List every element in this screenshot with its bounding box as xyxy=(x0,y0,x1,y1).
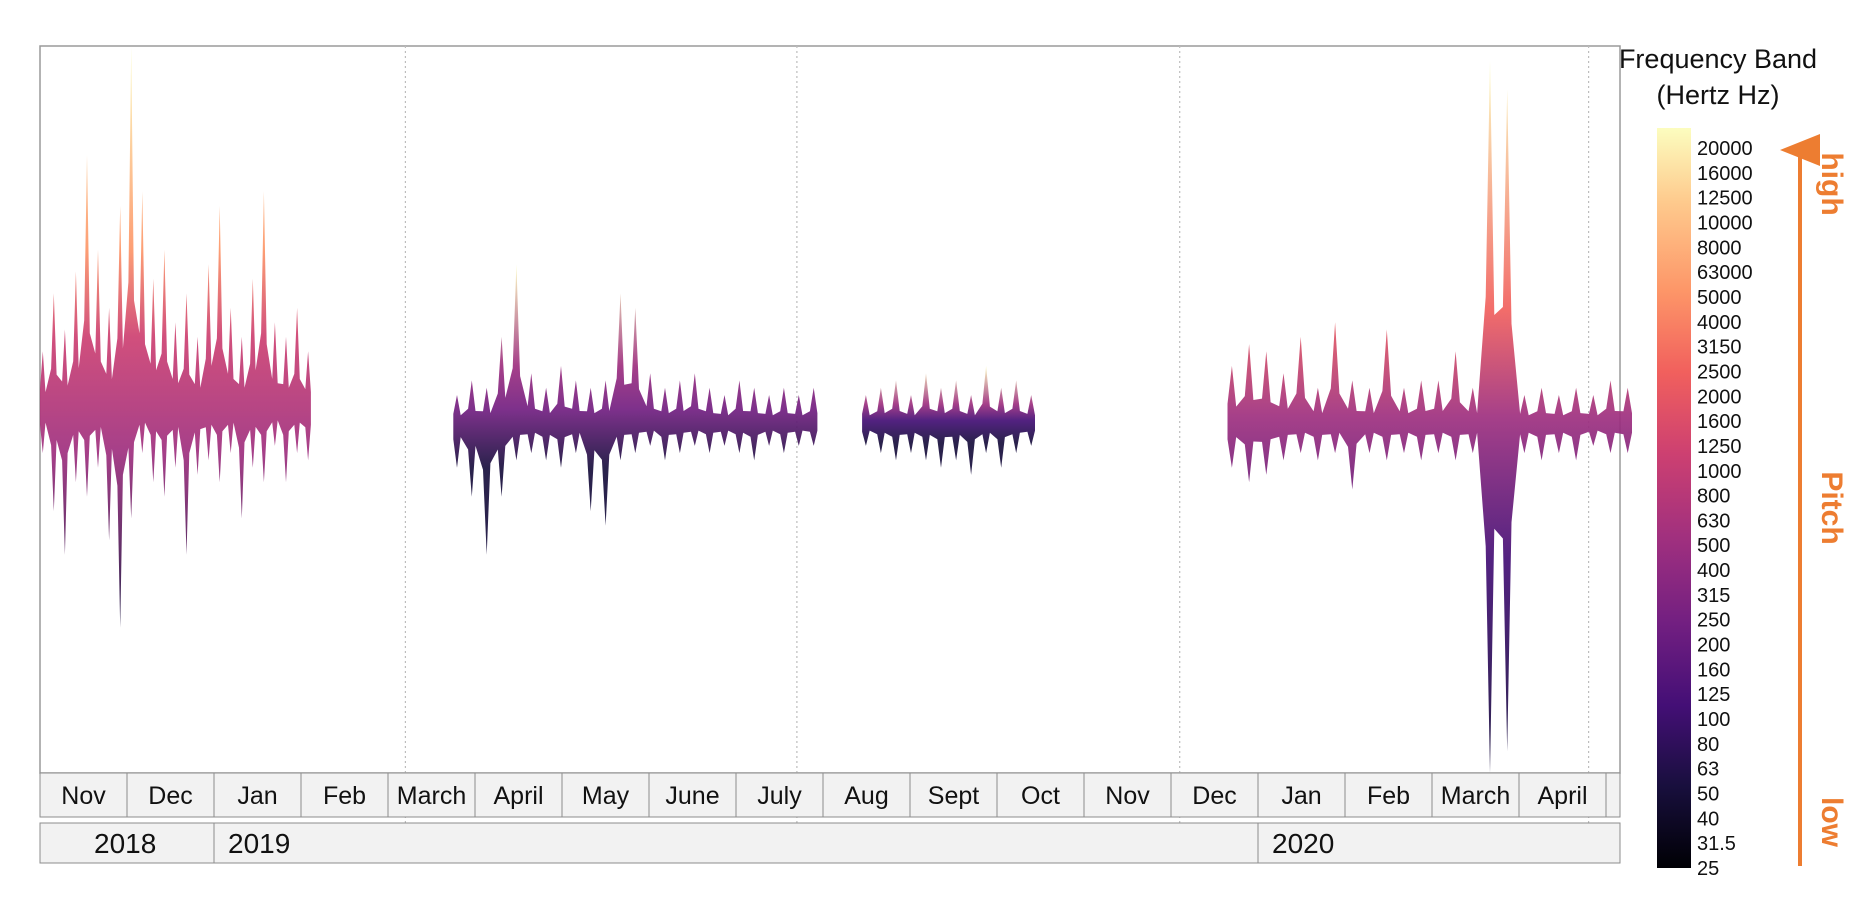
colorbar xyxy=(1657,128,1691,868)
legend-tick-label: 3150 xyxy=(1697,337,1742,359)
gridlines xyxy=(404,46,1590,863)
month-cell xyxy=(474,772,563,818)
legend-title-line1: Frequency Band xyxy=(1619,44,1817,74)
spectrogram-burst xyxy=(862,365,1035,475)
legend-tick-label: 80 xyxy=(1697,734,1719,756)
month-label: Jan xyxy=(1281,782,1321,810)
legend-tick-label: 20000 xyxy=(1697,138,1753,160)
legend-tick-label: 1250 xyxy=(1697,436,1742,458)
legend-tick-label: 100 xyxy=(1697,709,1730,731)
legend-tick-label: 12500 xyxy=(1697,188,1753,210)
month-label: March xyxy=(1441,782,1510,810)
month-row: Nov Dec Jan Feb March April May June July Aug Sept… xyxy=(39,772,1621,818)
month-cell xyxy=(1431,772,1520,818)
legend-tick-label: 63 xyxy=(1697,759,1719,781)
month-cell xyxy=(213,772,302,818)
year-label: 2020 xyxy=(1272,828,1334,859)
month-label: Jan xyxy=(237,782,277,810)
month-label: Oct xyxy=(1021,782,1060,810)
month-label: June xyxy=(665,782,719,810)
month-cell xyxy=(996,772,1085,818)
month-cell xyxy=(39,772,128,818)
legend-tick-label: 630 xyxy=(1697,510,1730,532)
legend-tick-label: 160 xyxy=(1697,659,1730,681)
month-label: Dec xyxy=(1192,782,1236,810)
legend-tick-label: 400 xyxy=(1697,560,1730,582)
month-label: May xyxy=(582,782,630,810)
month-label: Sept xyxy=(928,782,979,810)
month-cell-tail xyxy=(1605,772,1621,818)
legend-tick-label: 2500 xyxy=(1697,361,1742,383)
legend-tick-label: 500 xyxy=(1697,535,1730,557)
month-label: Nov xyxy=(61,782,106,810)
legend-tick-label: 25 xyxy=(1697,858,1719,880)
legend-tick-label: 40 xyxy=(1697,808,1719,830)
month-label: April xyxy=(1537,782,1587,810)
month-cell xyxy=(648,772,737,818)
legend: Frequency Band (Hertz Hz) 20000 16000 1250… xyxy=(1619,44,1848,880)
legend-tick-label: 8000 xyxy=(1697,237,1742,259)
legend-tick-label: 250 xyxy=(1697,610,1730,632)
legend-tick-label: 1600 xyxy=(1697,411,1742,433)
pitch-label: Pitch xyxy=(1815,471,1848,544)
legend-tick-label: 1000 xyxy=(1697,461,1742,483)
month-cell xyxy=(909,772,998,818)
month-cell xyxy=(1170,772,1259,818)
month-label: Dec xyxy=(148,782,192,810)
year-label: 2019 xyxy=(228,828,290,859)
year-label: 2018 xyxy=(94,828,156,859)
legend-tick-label: 200 xyxy=(1697,635,1730,657)
low-label: low xyxy=(1815,797,1848,848)
legend-tick-label: 10000 xyxy=(1697,212,1753,234)
month-cell xyxy=(300,772,389,818)
month-label: July xyxy=(757,782,802,810)
month-label: Feb xyxy=(323,782,366,810)
spectrogram-burst xyxy=(453,264,818,555)
legend-tick-label: 63000 xyxy=(1697,262,1753,284)
spectrogram-burst xyxy=(1227,60,1632,773)
month-label: Nov xyxy=(1105,782,1150,810)
high-label: high xyxy=(1815,152,1848,215)
month-cell xyxy=(1518,772,1607,818)
year-row: 2018 2019 2020 xyxy=(39,822,1621,864)
month-cell xyxy=(822,772,911,818)
legend-tick-label: 125 xyxy=(1697,684,1730,706)
month-cell xyxy=(387,772,476,818)
month-label: April xyxy=(493,782,543,810)
month-cell xyxy=(1344,772,1433,818)
year-strip xyxy=(39,822,1621,864)
legend-tick-label: 4000 xyxy=(1697,312,1742,334)
month-label: March xyxy=(397,782,466,810)
legend-tick-label: 800 xyxy=(1697,486,1730,508)
month-label: Aug xyxy=(844,782,888,810)
legend-tick-label: 31.5 xyxy=(1697,833,1736,855)
legend-tick-label: 315 xyxy=(1697,585,1730,607)
legend-title-line2: (Hertz Hz) xyxy=(1657,80,1780,110)
legend-tick-label: 2000 xyxy=(1697,386,1742,408)
legend-tick-label: 5000 xyxy=(1697,287,1742,309)
month-cell xyxy=(1257,772,1346,818)
month-cell xyxy=(561,772,650,818)
month-label: Feb xyxy=(1367,782,1410,810)
spectrogram-bursts xyxy=(40,46,1632,773)
spectrogram-burst xyxy=(40,46,311,628)
legend-tick-label: 50 xyxy=(1697,784,1719,806)
legend-tick-label: 16000 xyxy=(1697,163,1753,185)
